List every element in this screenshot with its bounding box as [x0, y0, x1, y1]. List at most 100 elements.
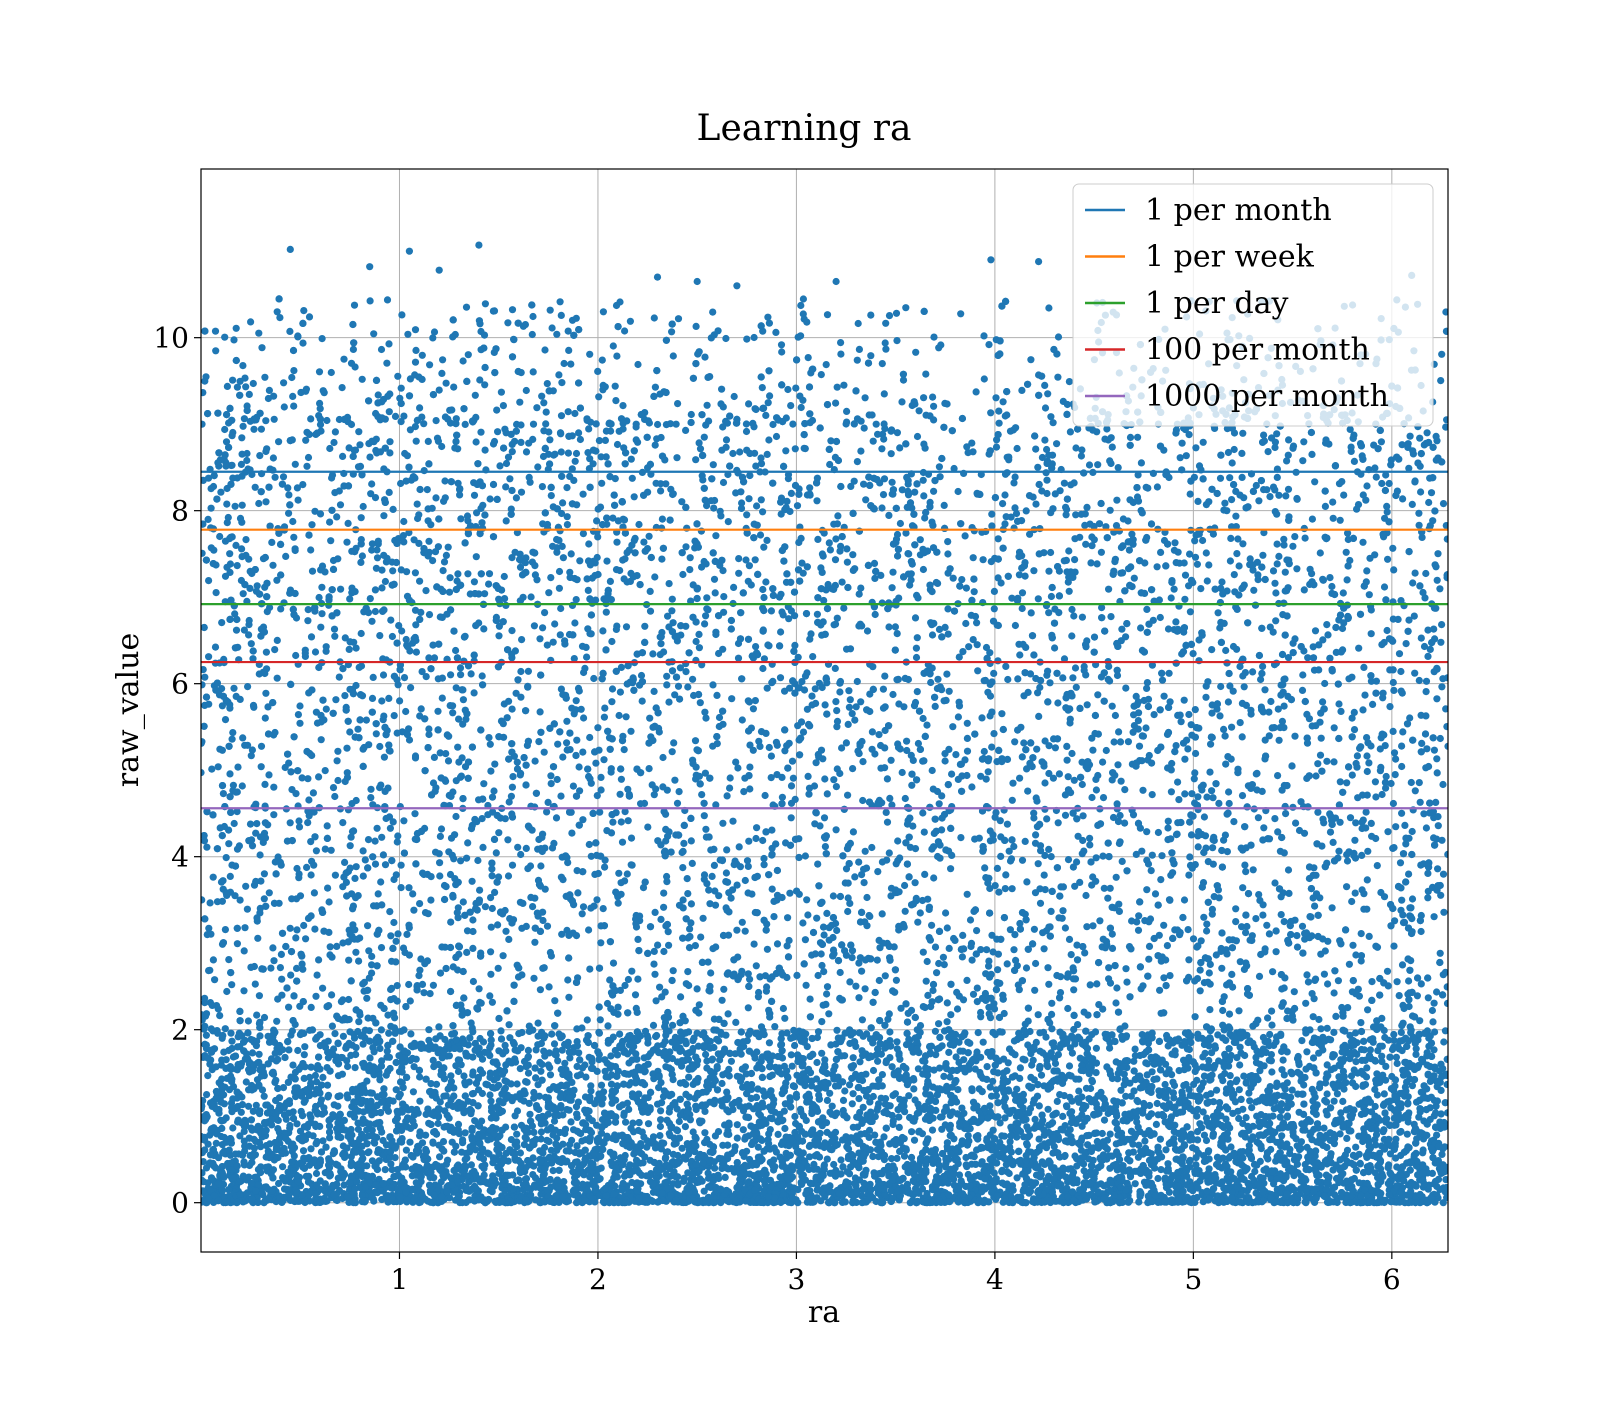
- scatter-point: [486, 1091, 493, 1098]
- scatter-point: [1061, 480, 1068, 487]
- scatter-point: [1438, 621, 1445, 628]
- scatter-point: [1312, 627, 1319, 634]
- scatter-point: [1363, 482, 1370, 489]
- scatter-point: [555, 371, 562, 378]
- scatter-point: [1200, 439, 1207, 446]
- scatter-point: [305, 606, 312, 613]
- scatter-point: [818, 962, 825, 969]
- scatter-point: [1356, 745, 1363, 752]
- scatter-point: [1348, 448, 1355, 455]
- scatter-point: [434, 708, 441, 715]
- scatter-point: [230, 336, 237, 343]
- scatter-point: [585, 926, 592, 933]
- scatter-point: [1440, 1038, 1447, 1045]
- scatter-point: [974, 667, 981, 674]
- scatter-point: [1337, 708, 1344, 715]
- scatter-point: [1368, 630, 1375, 637]
- scatter-point: [1416, 779, 1423, 786]
- scatter-point: [324, 1093, 331, 1100]
- scatter-point: [1389, 545, 1396, 552]
- scatter-point: [949, 723, 956, 730]
- scatter-point: [201, 674, 208, 681]
- scatter-point: [540, 399, 547, 406]
- scatter-point: [680, 840, 687, 847]
- scatter-point: [973, 1048, 980, 1055]
- scatter-point: [682, 1123, 689, 1130]
- scatter-point: [758, 496, 765, 503]
- scatter-point: [1082, 541, 1089, 548]
- scatter-point: [1202, 694, 1209, 701]
- scatter-point: [1107, 507, 1114, 514]
- scatter-point: [563, 718, 570, 725]
- scatter-point: [752, 556, 759, 563]
- scatter-point: [869, 728, 876, 735]
- scatter-point: [885, 512, 892, 519]
- scatter-point: [1154, 483, 1161, 490]
- scatter-point: [457, 515, 464, 522]
- scatter-point: [1228, 971, 1235, 978]
- scatter-point: [386, 489, 393, 496]
- scatter-point: [1394, 978, 1401, 985]
- scatter-point: [229, 1124, 236, 1131]
- scatter-point: [1416, 435, 1423, 442]
- scatter-point: [487, 768, 494, 775]
- scatter-point: [305, 454, 312, 461]
- scatter-point: [628, 456, 635, 463]
- scatter-point: [449, 702, 456, 709]
- scatter-point: [702, 826, 709, 833]
- scatter-point: [433, 417, 440, 424]
- scatter-point: [1215, 800, 1222, 807]
- scatter-point: [600, 905, 607, 912]
- scatter-point: [764, 685, 771, 692]
- scatter-point: [851, 717, 858, 724]
- scatter-point: [660, 948, 667, 955]
- scatter-point: [1168, 594, 1175, 601]
- scatter-point: [364, 922, 371, 929]
- scatter-point: [564, 976, 571, 983]
- scatter-point: [1064, 1005, 1071, 1012]
- scatter-point: [1031, 987, 1038, 994]
- scatter-point: [1398, 897, 1405, 904]
- scatter-point: [1390, 687, 1397, 694]
- scatter-point: [916, 407, 923, 414]
- scatter-point: [929, 631, 936, 638]
- scatter-point: [1083, 923, 1090, 930]
- scatter-point: [378, 1026, 385, 1033]
- scatter-point: [274, 675, 281, 682]
- scatter-point: [833, 707, 840, 714]
- scatter-point: [1127, 434, 1134, 441]
- scatter-point: [1219, 1007, 1226, 1014]
- scatter-point: [357, 559, 364, 566]
- scatter-point: [1337, 517, 1344, 524]
- scatter-point: [526, 1111, 533, 1118]
- scatter-point: [290, 367, 297, 374]
- scatter-point: [944, 924, 951, 931]
- scatter-point: [1388, 780, 1395, 787]
- scatter-point: [1195, 843, 1202, 850]
- scatter-point: [245, 1017, 252, 1024]
- scatter-point: [793, 972, 800, 979]
- scatter-point: [228, 981, 235, 988]
- scatter-point: [501, 573, 508, 580]
- scatter-point: [1303, 971, 1310, 978]
- scatter-point: [332, 696, 339, 703]
- scatter-point: [1185, 872, 1192, 879]
- scatter-point: [457, 857, 464, 864]
- scatter-point: [258, 344, 265, 351]
- scatter-point: [731, 393, 738, 400]
- scatter-point: [1082, 510, 1089, 517]
- scatter-point: [743, 420, 750, 427]
- scatter-point: [1070, 986, 1077, 993]
- scatter-point: [300, 922, 307, 929]
- scatter-point: [464, 570, 471, 577]
- scatter-point: [1226, 800, 1233, 807]
- scatter-point: [372, 838, 379, 845]
- scatter-point: [879, 360, 886, 367]
- scatter-point: [327, 943, 334, 950]
- scatter-point: [503, 460, 510, 467]
- scatter-point: [281, 403, 288, 410]
- scatter-point: [454, 744, 461, 751]
- scatter-point: [1068, 632, 1075, 639]
- scatter-point: [980, 332, 987, 339]
